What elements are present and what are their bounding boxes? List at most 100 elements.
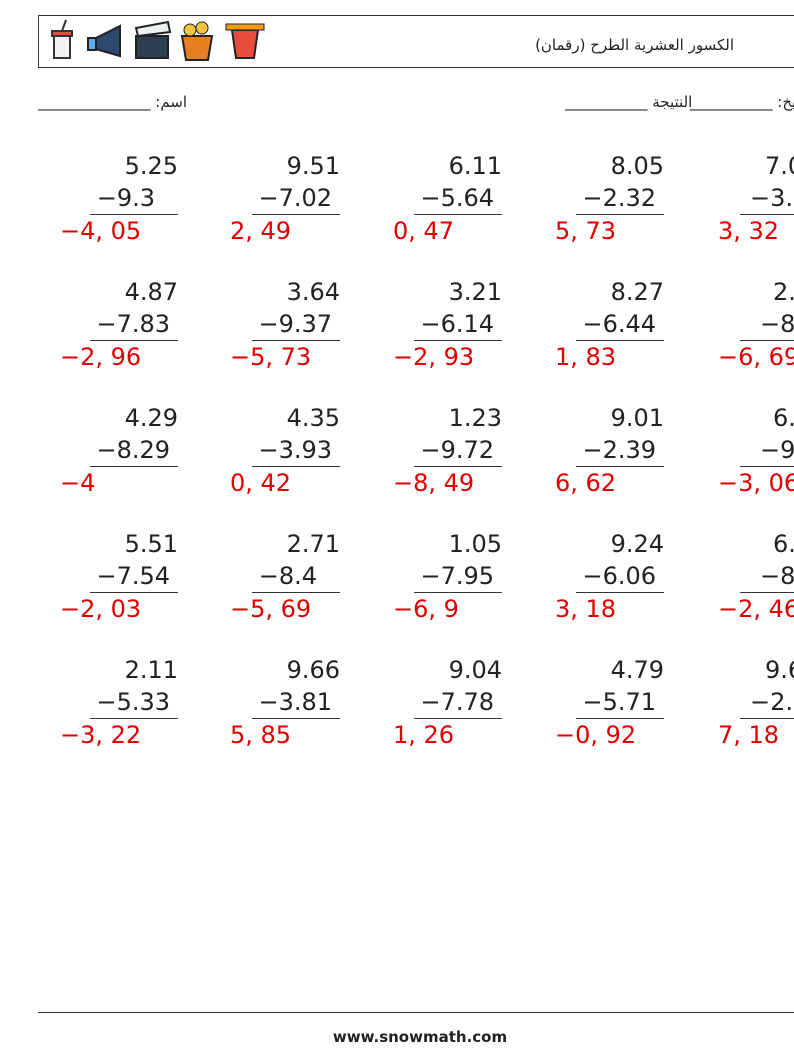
answer-line xyxy=(740,340,794,341)
top-number: 2. xyxy=(773,278,794,306)
bottom-number: −8.4 xyxy=(258,562,317,590)
header-box xyxy=(38,15,794,68)
answer: 6, 62 xyxy=(555,469,617,497)
top-number: 3.64 xyxy=(286,278,340,306)
top-number: 6. xyxy=(773,530,794,558)
bottom-number: −8.29 xyxy=(96,436,170,464)
answer: −3, 06 xyxy=(718,469,794,497)
bottom-number: −5.71 xyxy=(582,688,656,716)
top-number: 5.51 xyxy=(124,530,178,558)
answer: −3, 22 xyxy=(60,721,142,749)
bottom-number: −7.54 xyxy=(96,562,170,590)
bottom-number: −9.3 xyxy=(96,184,155,212)
answer: −2, 96 xyxy=(60,343,142,371)
date-field: تاريخ: ___________ xyxy=(690,93,794,111)
answer-line xyxy=(576,592,664,593)
answer: −2, 93 xyxy=(393,343,475,371)
top-number: 4.87 xyxy=(124,278,178,306)
score-field: النتيجة ___________ xyxy=(565,93,693,111)
top-number: 9.01 xyxy=(610,404,664,432)
answer-line xyxy=(252,718,340,719)
answer: 3, 18 xyxy=(555,595,617,623)
top-number: 9.04 xyxy=(448,656,502,684)
footer-line xyxy=(38,1012,794,1013)
bottom-number: −6.06 xyxy=(582,562,656,590)
top-number: 2.71 xyxy=(286,530,340,558)
bottom-number: −5.64 xyxy=(420,184,494,212)
answer: −0, 92 xyxy=(555,721,637,749)
header-icons xyxy=(51,19,265,61)
answer-line xyxy=(252,592,340,593)
bottom-number: −7.02 xyxy=(258,184,332,212)
top-number: 8.27 xyxy=(610,278,664,306)
answer-line xyxy=(740,466,794,467)
top-number: 9.6 xyxy=(765,656,794,684)
answer-line xyxy=(414,214,502,215)
bottom-number: −3.93 xyxy=(258,436,332,464)
answer-line xyxy=(252,466,340,467)
answer: −6, 69 xyxy=(718,343,794,371)
answer: 1, 83 xyxy=(555,343,617,371)
bottom-number: −2.39 xyxy=(582,436,656,464)
top-number: 4.35 xyxy=(286,404,340,432)
answer-line xyxy=(252,214,340,215)
bottom-number: −3.7 xyxy=(750,184,794,212)
answer: 7, 18 xyxy=(718,721,780,749)
answer-line xyxy=(90,340,178,341)
top-number: 1.23 xyxy=(448,404,502,432)
answer: −4, 05 xyxy=(60,217,142,245)
answer-line xyxy=(740,592,794,593)
bottom-number: −2.32 xyxy=(582,184,656,212)
bottom-number: −3.81 xyxy=(258,688,332,716)
top-number: 6. xyxy=(773,404,794,432)
answer-line xyxy=(90,718,178,719)
answer: −2, 46 xyxy=(718,595,794,623)
top-number: 6.11 xyxy=(448,152,502,180)
answer-line xyxy=(414,718,502,719)
answer-line xyxy=(576,718,664,719)
bottom-number: −9.37 xyxy=(258,310,332,338)
bottom-number: −9.72 xyxy=(420,436,494,464)
answer: 5, 73 xyxy=(555,217,617,245)
top-number: 2.11 xyxy=(124,656,178,684)
top-number: 1.05 xyxy=(448,530,502,558)
bottom-number: −2.4 xyxy=(750,688,794,716)
top-number: 8.05 xyxy=(610,152,664,180)
answer: 0, 42 xyxy=(230,469,292,497)
bottom-number: −7.78 xyxy=(420,688,494,716)
answer-line xyxy=(740,718,794,719)
answer-line xyxy=(414,592,502,593)
answer-line xyxy=(576,340,664,341)
top-number: 9.66 xyxy=(286,656,340,684)
answer-line xyxy=(740,214,794,215)
answer-line xyxy=(90,592,178,593)
answer-line xyxy=(576,466,664,467)
answer: 3, 32 xyxy=(718,217,780,245)
answer-line xyxy=(414,340,502,341)
answer-line xyxy=(414,466,502,467)
answer: −4 xyxy=(60,469,96,497)
answer: 0, 47 xyxy=(393,217,455,245)
top-number: 4.29 xyxy=(124,404,178,432)
footer-site: www.snowmath.com xyxy=(332,1028,508,1046)
bottom-number: −7.83 xyxy=(96,310,170,338)
answer: −5, 69 xyxy=(230,595,312,623)
top-number: 4.79 xyxy=(610,656,664,684)
answer-line xyxy=(90,214,178,215)
bottom-number: −6.14 xyxy=(420,310,494,338)
answer: −8, 49 xyxy=(393,469,475,497)
bottom-number: −5.33 xyxy=(96,688,170,716)
top-number: 9.51 xyxy=(286,152,340,180)
name-field: اسم: _______________ xyxy=(38,93,188,111)
bottom-number: −6.44 xyxy=(582,310,656,338)
answer: 2, 49 xyxy=(230,217,292,245)
bottom-number: −7.95 xyxy=(420,562,494,590)
top-number: 3.21 xyxy=(448,278,502,306)
answer: −5, 73 xyxy=(230,343,312,371)
bottom-number: −8. xyxy=(760,562,794,590)
answer-line xyxy=(252,340,340,341)
answer: −6, 9 xyxy=(393,595,459,623)
top-number: 7.0 xyxy=(765,152,794,180)
bottom-number: −8. xyxy=(760,310,794,338)
